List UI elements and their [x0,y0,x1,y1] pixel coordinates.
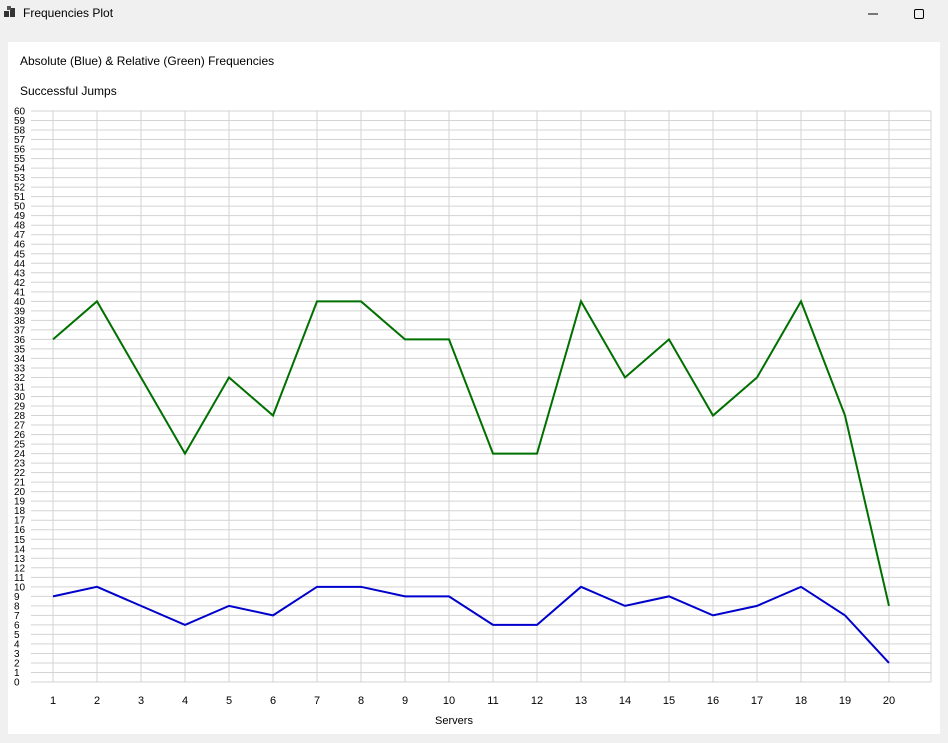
y-tick-label: 54 [14,164,26,175]
y-tick-label: 50 [14,202,26,213]
y-tick-label: 37 [14,325,26,336]
line-chart: 0123456789101112131415161718192021222324… [14,107,932,707]
y-tick-label: 10 [14,582,26,593]
y-tick-label: 9 [14,592,20,603]
y-tick-label: 35 [14,344,26,355]
x-tick-label: 11 [487,695,498,707]
y-tick-label: 12 [14,563,26,574]
y-tick-label: 60 [14,107,26,118]
y-tick-label: 44 [14,259,26,270]
y-tick-label: 41 [14,287,26,298]
x-tick-label: 7 [314,695,320,707]
y-tick-label: 2 [14,658,20,669]
y-tick-label: 23 [14,459,26,470]
y-tick-label: 43 [14,268,26,279]
y-tick-label: 48 [14,221,26,232]
y-tick-label: 39 [14,306,26,317]
series-line-2 [52,298,890,607]
x-tick-label: 16 [707,695,719,707]
y-tick-label: 49 [14,211,26,222]
y-tick-label: 6 [14,620,20,631]
y-tick-label: 21 [14,478,26,489]
maximize-icon [914,9,924,19]
y-tick-label: 32 [14,373,26,384]
y-tick-label: 26 [14,430,26,441]
y-tick-label: 8 [14,601,20,612]
x-tick-label: 15 [663,695,675,707]
y-tick-label: 15 [14,535,26,546]
app-icon [4,6,15,17]
maximize-button[interactable] [896,0,942,28]
x-tick-label: 10 [443,695,455,707]
minimize-icon [868,13,878,15]
y-tick-label: 24 [14,449,26,460]
y-tick-label: 30 [14,392,26,403]
y-tick-label: 5 [14,630,20,641]
x-tick-label: 9 [402,695,408,707]
x-tick-label: 14 [619,695,631,707]
y-tick-label: 53 [14,173,26,184]
x-tick-label: 2 [94,695,100,707]
y-axis-title: Successful Jumps [20,84,117,98]
x-tick-label: 4 [182,695,188,707]
x-tick-label: 12 [531,695,543,707]
x-tick-label: 8 [358,695,364,707]
y-tick-label: 57 [14,135,26,146]
x-tick-label: 1 [50,695,56,707]
x-tick-label: 20 [883,695,895,707]
y-tick-label: 22 [14,468,26,479]
y-tick-label: 46 [14,240,26,251]
y-tick-label: 16 [14,525,26,536]
y-tick-label: 55 [14,154,26,165]
series-line-1 [52,585,890,664]
minimize-button[interactable] [850,0,896,28]
x-tick-label: 17 [751,695,763,707]
y-tick-label: 38 [14,316,26,327]
y-tick-label: 19 [14,497,26,508]
y-tick-label: 31 [14,382,26,393]
y-tick-label: 13 [14,554,26,565]
chart-area: Absolute (Blue) & Relative (Green) Frequ… [8,42,940,734]
y-tick-label: 47 [14,230,26,241]
y-tick-label: 20 [14,487,26,498]
y-tick-label: 40 [14,297,26,308]
y-tick-label: 58 [14,126,26,137]
y-tick-label: 17 [14,516,26,527]
y-tick-label: 34 [14,354,26,365]
y-tick-label: 29 [14,402,26,413]
y-tick-label: 14 [14,544,26,555]
y-tick-label: 28 [14,411,26,422]
y-tick-label: 18 [14,506,26,517]
y-tick-label: 25 [14,440,26,451]
window-title: Frequencies Plot [23,6,114,20]
y-tick-label: 3 [14,649,20,660]
x-tick-label: 19 [839,695,851,707]
y-tick-label: 52 [14,183,26,194]
x-tick-label: 6 [270,695,276,707]
x-tick-label: 18 [795,695,807,707]
y-tick-label: 36 [14,335,26,346]
y-tick-label: 56 [14,145,26,156]
y-tick-label: 33 [14,363,26,374]
x-tick-label: 5 [226,695,232,707]
y-tick-label: 0 [14,678,20,689]
y-tick-label: 59 [14,116,26,127]
y-tick-label: 4 [14,639,20,650]
x-tick-label: 13 [575,695,587,707]
y-tick-label: 51 [14,192,26,203]
y-tick-label: 11 [14,573,25,584]
chart-title: Absolute (Blue) & Relative (Green) Frequ… [20,54,275,68]
y-tick-label: 42 [14,278,26,289]
y-tick-label: 1 [14,668,20,679]
x-axis-title: Servers [435,715,473,727]
x-tick-label: 3 [138,695,144,707]
y-tick-label: 45 [14,249,26,260]
y-tick-label: 7 [14,611,20,622]
title-bar[interactable]: Frequencies Plot [0,0,948,28]
y-tick-label: 27 [14,421,26,432]
